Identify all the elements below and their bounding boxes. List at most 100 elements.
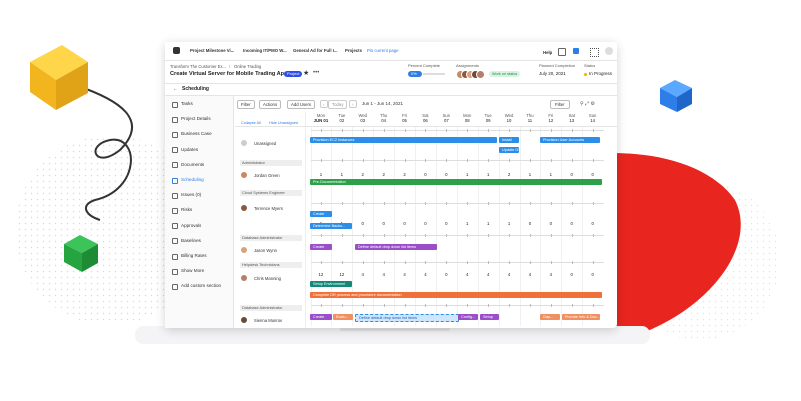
task-bar[interactable]: Create xyxy=(310,211,332,217)
daily-total: 0 xyxy=(445,272,448,277)
tick xyxy=(446,233,448,237)
sidebar-icon xyxy=(172,283,178,290)
today[interactable]: Today xyxy=(328,100,348,110)
task-bar[interactable]: Create xyxy=(310,314,332,320)
task-bar[interactable]: Install xyxy=(499,137,519,143)
task-bar[interactable]: Define default drop down list items xyxy=(355,314,459,322)
task-bar[interactable]: Setup Environment xyxy=(310,281,352,287)
task-bar[interactable]: Create xyxy=(310,244,332,250)
person[interactable]: Chris Manning xyxy=(254,276,281,281)
task-bar[interactable]: Gap... xyxy=(540,314,560,320)
toolbar-button[interactable]: Filter xyxy=(237,100,255,110)
tick xyxy=(383,303,385,307)
date-range[interactable]: Jun 1 - Jun 14, 2021 xyxy=(362,101,404,106)
task-bar[interactable]: Evalu... xyxy=(333,314,353,320)
status: In Progress xyxy=(589,71,613,76)
task-bar[interactable]: Config... xyxy=(458,314,478,320)
tick xyxy=(446,128,448,132)
task-bar[interactable]: Pre-Documentation xyxy=(310,179,602,185)
icon[interactable]: ⚲ ⤢ ⚙ xyxy=(580,101,595,107)
role-label: Database Administrator xyxy=(240,305,302,311)
day-line xyxy=(373,126,375,326)
tick xyxy=(529,260,531,264)
person[interactable]: Terrence Myers xyxy=(254,206,283,211)
sidebar-icon xyxy=(172,116,178,123)
toolbar-button[interactable]: Actions xyxy=(259,100,282,110)
daily-total: 4 xyxy=(507,272,511,277)
status-pill[interactable]: Work on status xyxy=(489,71,521,77)
icon[interactable] xyxy=(558,48,566,56)
pin[interactable]: Pin current page xyxy=(367,48,399,53)
tick xyxy=(592,158,594,162)
day-date: 10 xyxy=(506,118,512,123)
nav-tab[interactable]: Incoming IT/PMO W... xyxy=(243,48,287,53)
daily-total: 0 xyxy=(382,221,385,226)
sidebar-item[interactable]: Updates xyxy=(181,146,199,152)
sidebar-item[interactable]: Baselines xyxy=(181,237,201,243)
sidebar-icon xyxy=(172,177,178,184)
tick xyxy=(383,128,385,132)
tick xyxy=(446,158,448,162)
day-date: 06 xyxy=(423,118,428,123)
help[interactable]: Help xyxy=(543,50,553,55)
task-bar[interactable]: Provision User Accounts xyxy=(540,137,600,143)
prev[interactable]: ‹ xyxy=(320,100,328,109)
laptop-base xyxy=(135,326,650,344)
day-date: 12 xyxy=(548,118,554,123)
task-bar[interactable]: Provision EC2 Instances xyxy=(310,137,497,143)
daily-total: 0 xyxy=(591,221,594,226)
sidebar-item[interactable]: Documents xyxy=(181,161,205,167)
person[interactable]: Jason Wynn xyxy=(254,248,278,253)
toolbar-button[interactable]: Add Users xyxy=(287,100,316,110)
row-line xyxy=(310,262,604,263)
sidebar-item[interactable]: Billing Rates xyxy=(181,253,207,258)
task-bar[interactable]: Define default drop down list items xyxy=(355,244,437,250)
day-date: 08 xyxy=(464,118,470,123)
day-line xyxy=(415,126,416,326)
nav-tab[interactable]: Project Milestone Vi... xyxy=(190,48,235,53)
daily-total: 4 xyxy=(466,272,469,277)
collapse[interactable]: Collapse All xyxy=(241,121,261,125)
tick xyxy=(425,201,427,205)
tick xyxy=(341,201,343,205)
hide[interactable]: Hide Unassigned xyxy=(269,121,298,125)
sidebar-item[interactable]: Issues (0) xyxy=(181,192,202,198)
tick xyxy=(467,128,469,132)
task-bar[interactable]: Provide Info & Doc... xyxy=(562,314,600,320)
daily-total: 1 xyxy=(466,221,469,226)
sidebar-item[interactable]: Risks xyxy=(181,207,193,213)
sidebar-item[interactable]: Add custom section xyxy=(181,283,222,289)
tick xyxy=(467,201,469,205)
icon[interactable] xyxy=(573,48,579,54)
sidebar-item[interactable]: Tasks xyxy=(181,101,193,106)
sidebar-item[interactable]: Project Details xyxy=(181,116,211,122)
nav-tab[interactable]: Projects xyxy=(345,48,362,53)
breadcrumb[interactable]: Transform The Customer Ex... xyxy=(170,64,227,69)
task-bar[interactable]: Complete DR process and procedure docume… xyxy=(310,292,602,298)
day-line xyxy=(394,126,396,326)
sidebar-item[interactable]: Scheduling xyxy=(181,177,204,182)
breadcrumb[interactable]: Online Trading xyxy=(234,64,262,69)
nav-tab[interactable]: General Ad for Full I... xyxy=(293,48,338,53)
avatar[interactable] xyxy=(605,47,613,55)
filter-button[interactable]: Filter xyxy=(550,100,570,110)
daily-total: 12 xyxy=(339,272,345,277)
icon[interactable] xyxy=(590,48,599,57)
next[interactable]: › xyxy=(349,100,357,109)
sidebar-item[interactable]: Business Case xyxy=(181,131,212,137)
sidebar-item[interactable]: Show More xyxy=(181,268,205,274)
tick xyxy=(592,260,594,264)
tick xyxy=(529,128,531,132)
person[interactable]: Unassigned xyxy=(254,141,277,146)
task-bar[interactable]: Update OS xyxy=(499,147,519,153)
header-line xyxy=(235,126,617,127)
task-bar[interactable]: Determine Backu... xyxy=(310,223,352,229)
tick xyxy=(320,128,322,132)
sidebar-item[interactable]: Approvals xyxy=(181,222,202,228)
person[interactable]: Sienna Munroe xyxy=(254,318,283,323)
task-bar[interactable]: Setup xyxy=(480,314,499,320)
tick xyxy=(550,303,552,307)
tick xyxy=(341,158,343,162)
person[interactable]: Jordan Green xyxy=(254,173,280,178)
tick xyxy=(383,233,385,237)
